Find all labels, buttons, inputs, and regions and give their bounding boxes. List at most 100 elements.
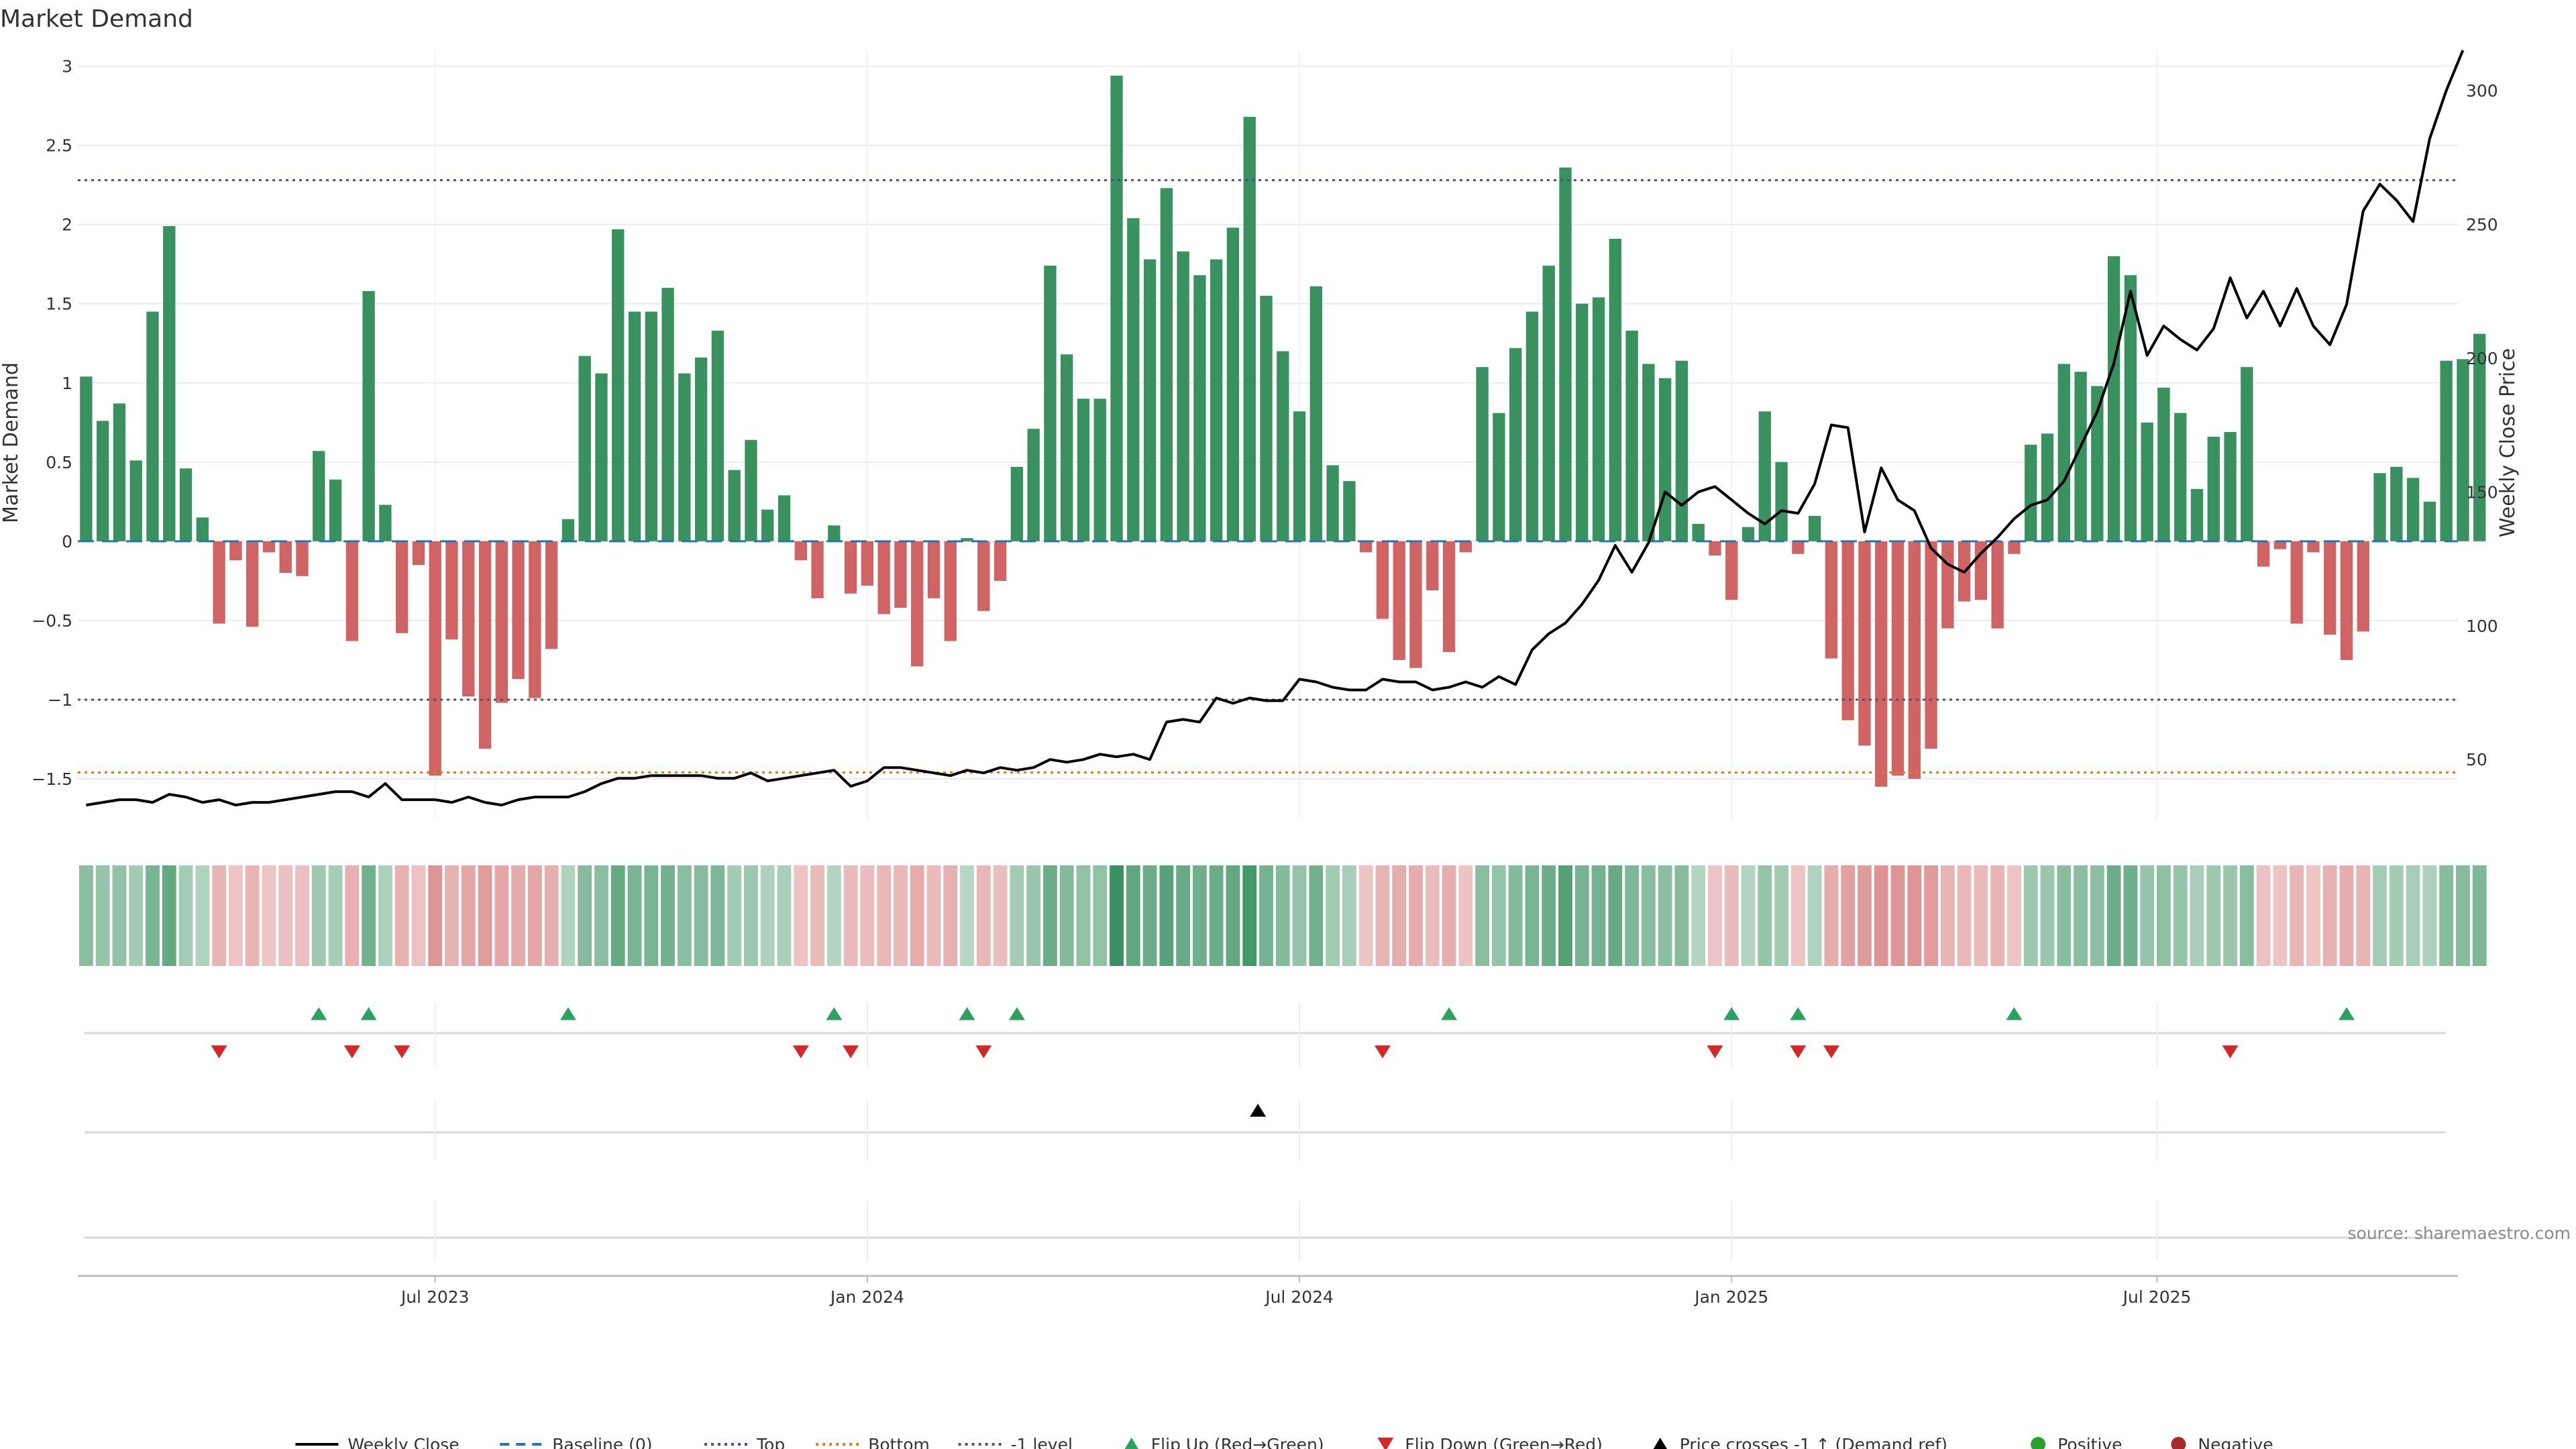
demand-bar	[745, 439, 757, 541]
demand-bar	[1343, 481, 1356, 541]
demand-bar	[2457, 359, 2469, 541]
flip-down-marker	[343, 1045, 360, 1059]
legend-label: Weekly Close	[347, 1435, 459, 1449]
demand-bar	[2174, 413, 2187, 541]
demand-bar	[2241, 367, 2253, 541]
strip-cell	[2239, 865, 2254, 966]
strip-cell	[976, 865, 991, 966]
flip-down-marker	[2222, 1045, 2239, 1059]
strip-cell	[345, 865, 360, 966]
strip-cell	[129, 865, 144, 966]
demand-bar	[1509, 347, 1522, 541]
strip-cell	[1026, 865, 1041, 966]
y2-axis-title: Weekly Close Price	[2496, 348, 2520, 537]
strip-cell	[2439, 865, 2454, 966]
strip-cell	[594, 865, 608, 966]
strip-cell	[1409, 865, 1423, 966]
strip-cell	[1841, 865, 1856, 966]
strip-cell	[610, 865, 625, 966]
legend-swatch	[1377, 1438, 1394, 1449]
demand-bar	[2224, 431, 2237, 541]
strip-cell	[1442, 865, 1456, 966]
flip-down-marker	[1707, 1045, 1723, 1059]
demand-bar	[994, 541, 1007, 581]
demand-bar	[329, 479, 342, 541]
demand-bar	[1277, 351, 1289, 541]
demand-bar	[1525, 311, 1539, 541]
demand-bar	[1675, 360, 1688, 541]
weekly-close-line	[86, 50, 2465, 807]
flip-up-marker	[1008, 1007, 1025, 1020]
chart-title: Market Demand	[0, 5, 193, 33]
strip-cell	[1957, 865, 1972, 966]
demand-bar	[1426, 541, 1439, 591]
x-tick-label: Jan 2025	[1693, 1287, 1768, 1307]
strip-cell	[394, 865, 409, 966]
legend-label: Flip Down (Green→Red)	[1405, 1435, 1603, 1449]
strip-cell	[1708, 865, 1722, 966]
strip-cell	[78, 865, 93, 966]
strip-cell	[1491, 865, 1506, 966]
demand-bar	[1010, 466, 1024, 541]
strip-cell	[1790, 865, 1805, 966]
demand-bar	[1376, 541, 1389, 619]
demand-bar	[728, 470, 741, 541]
flip-up-marker	[1441, 1007, 1458, 1020]
strip-cell	[2389, 865, 2404, 966]
demand-bar	[828, 525, 841, 541]
y-tick-label: 3	[62, 57, 72, 76]
strip-cell	[1176, 865, 1191, 966]
y-tick-label: −0.5	[32, 611, 72, 631]
legend-swatch	[2031, 1437, 2046, 1449]
demand-bar	[2307, 541, 2320, 553]
strip-cell	[1342, 865, 1356, 966]
strip-cell	[245, 865, 260, 966]
flip-down-marker	[843, 1045, 859, 1059]
demand-bar	[1991, 541, 2004, 629]
strip-cell	[2373, 865, 2387, 966]
demand-bar	[1093, 398, 1106, 541]
strip-cell	[1525, 865, 1540, 966]
demand-bar	[761, 509, 774, 541]
strip-cell	[644, 865, 659, 966]
y-tick-label: 0	[62, 532, 72, 551]
y-tick-label: 1	[62, 374, 72, 393]
demand-bar	[1642, 364, 1655, 541]
demand-bar	[1326, 465, 1339, 541]
flip-up-marker	[311, 1007, 327, 1020]
demand-bar	[2390, 466, 2403, 541]
legend-label: Price crosses -1 ↑ (Demand ref)	[1680, 1435, 1947, 1449]
demand-bar	[1127, 218, 1140, 541]
strip-cell	[1691, 865, 1706, 966]
demand-bar	[80, 376, 93, 541]
strip-cell	[411, 865, 426, 966]
demand-bar	[561, 519, 575, 541]
strip-cell	[2356, 865, 2371, 966]
price-line-layer	[86, 50, 2465, 807]
strip-cell	[212, 865, 227, 966]
strip-cell	[1010, 865, 1024, 966]
demand-bar	[96, 421, 109, 541]
demand-bar	[2357, 541, 2369, 632]
demand-bar	[1442, 541, 1456, 653]
demand-bar	[345, 541, 358, 641]
demand-bar	[2057, 364, 2070, 541]
demand-bar	[179, 468, 193, 541]
source-note: source: sharemaestro.com	[2348, 1224, 2571, 1243]
demand-bar	[2273, 541, 2287, 549]
strip-cell	[2256, 865, 2271, 966]
demand-bar	[1941, 541, 1954, 629]
demand-bar	[113, 403, 126, 541]
strip-cell	[1375, 865, 1390, 966]
legend-label: Flip Up (Red→Green)	[1151, 1435, 1324, 1449]
demand-bar	[462, 541, 475, 697]
strip-cell	[910, 865, 924, 966]
legend-label: Negative	[2198, 1435, 2273, 1449]
flip-up-marker	[2338, 1007, 2355, 1020]
strip-cell	[727, 865, 742, 966]
demand-bar	[645, 311, 657, 541]
strip-cell	[328, 865, 343, 966]
flip-down-marker	[394, 1045, 411, 1059]
legend-label: Baseline (0)	[552, 1435, 652, 1449]
